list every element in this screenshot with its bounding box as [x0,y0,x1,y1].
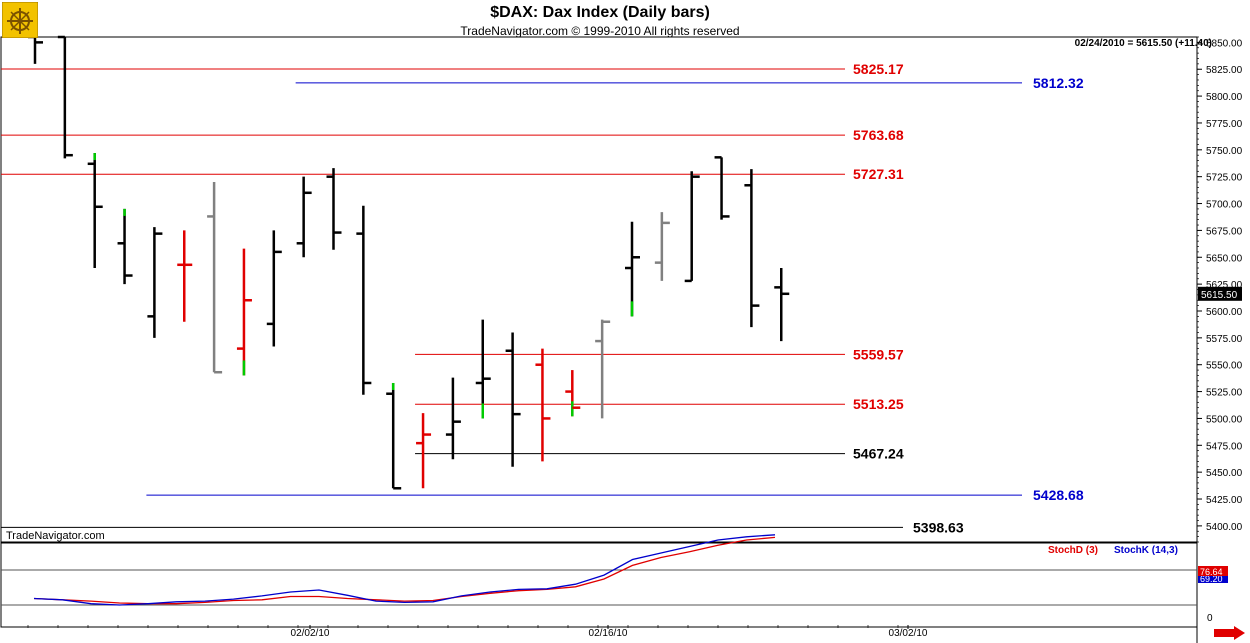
stoch-k-legend: StochK (14,3) [1114,545,1178,556]
stoch-d-value-box [1198,566,1228,576]
y-tick-label: 5775.00 [1206,119,1243,130]
last-price-label: 5615.50 [1201,290,1238,301]
x-tick-label: 03/02/10 [889,628,928,639]
y-tick-label: 5525.00 [1206,388,1243,399]
ship-wheel-logo-icon [1,1,39,39]
stoch-k-value-box [1198,574,1228,583]
y-tick-label: 5825.00 [1206,65,1243,76]
chart-title: $DAX: Dax Index (Daily bars) [490,4,710,21]
y-tick-label: 5800.00 [1206,92,1243,103]
y-tick-label: 5600.00 [1206,307,1243,318]
stoch-zero-label: 0 [1207,613,1213,624]
level-label: 5727.31 [853,166,904,182]
y-tick-label: 5500.00 [1206,414,1243,425]
stoch-d-value: 76.64 [1200,567,1223,577]
price-readout: 02/24/2010 = 5615.50 (+11.40) [1074,38,1212,49]
stoch-k-value: 69.20 [1200,574,1223,584]
y-tick-label: 5550.00 [1206,361,1243,372]
stoch-panel-frame [0,542,1198,628]
stoch-d-legend: StochD (3) [1048,545,1098,556]
x-tick-label: 02/02/10 [291,628,330,639]
level-label: 5763.68 [853,127,904,143]
y-tick-label: 5650.00 [1206,253,1243,264]
stoch-k-line [33,534,776,606]
level-label: 5467.24 [853,446,904,462]
y-tick-label: 5700.00 [1206,200,1243,211]
level-label: 5812.32 [1033,75,1084,91]
y-tick-label: 5475.00 [1206,441,1243,452]
level-label: 5513.25 [853,396,904,412]
last-price-box [1198,286,1242,301]
stoch-d-line [33,536,776,605]
chart-subtitle: TradeNavigator.com © 1999-2010 All right… [460,24,740,38]
y-tick-label: 5750.00 [1206,146,1243,157]
y-tick-label: 5400.00 [1206,522,1243,533]
x-tick-label: 02/16/10 [589,628,628,639]
level-label: 5398.63 [913,519,964,535]
level-label: 5428.68 [1033,487,1084,503]
level-label: 5825.17 [853,61,904,77]
level-label: 5559.57 [853,346,904,362]
price-panel-frame [0,36,1198,543]
y-tick-label: 5450.00 [1206,468,1243,479]
y-tick-label: 5625.00 [1206,280,1243,291]
scroll-right-arrow-icon[interactable] [1214,626,1246,640]
y-tick-label: 5725.00 [1206,173,1243,184]
y-tick-label: 5575.00 [1206,334,1243,345]
y-tick-label: 5425.00 [1206,495,1243,506]
watermark: TradeNavigator.com [6,530,105,542]
y-tick-label: 5850.00 [1206,38,1243,49]
y-tick-label: 5675.00 [1206,226,1243,237]
